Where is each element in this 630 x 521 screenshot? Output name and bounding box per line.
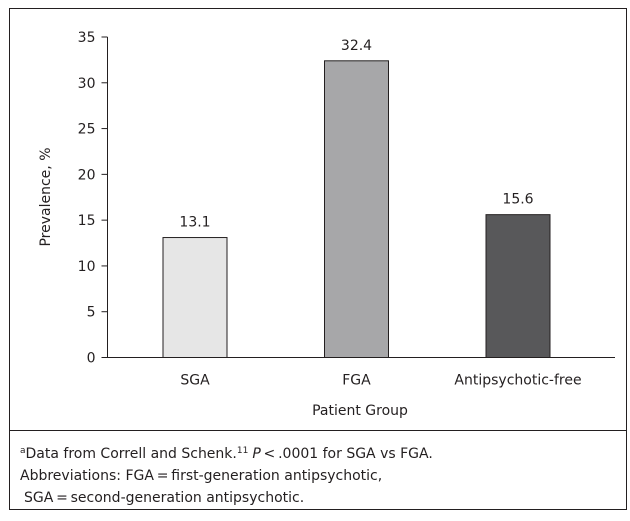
y-tick-label: 5 — [87, 305, 96, 321]
y-tick-label: 15 — [78, 213, 96, 229]
footnote-text: < .0001 for SGA vs FGA. — [261, 446, 433, 462]
bar — [485, 214, 551, 358]
y-axis-label: Prevalence, % — [38, 147, 54, 246]
data-label: 32.4 — [341, 38, 372, 54]
x-tick-label: Antipsychotic-free — [454, 373, 581, 389]
frame — [9, 8, 627, 510]
footnote-ref: 11 — [237, 446, 248, 456]
y-tick-label: 20 — [78, 167, 96, 183]
y-tick-label: 30 — [78, 76, 96, 92]
footnote-line: aData from Correll and Schenk.11 P < .000… — [20, 446, 433, 462]
bar — [324, 60, 389, 359]
footnote-line: SGA = second-generation antipsychotic. — [24, 490, 304, 506]
x-tick-label: FGA — [342, 373, 371, 389]
y-tick-label: 25 — [78, 122, 96, 138]
y-tick-label: 35 — [78, 30, 96, 46]
data-label: 15.6 — [502, 192, 533, 208]
bar — [162, 237, 228, 358]
y-tick-label: 10 — [78, 259, 96, 275]
x-axis-label: Patient Group — [312, 403, 408, 419]
footnote-marker: a — [20, 446, 26, 456]
x-tick-label: SGA — [180, 373, 210, 389]
y-tick-label: 0 — [87, 351, 96, 367]
footnote-text: Data from Correll and Schenk. — [26, 446, 237, 462]
data-label: 13.1 — [179, 215, 210, 231]
footnote-p: P — [252, 446, 261, 462]
footnote-line: Abbreviations: FGA = first-generation an… — [20, 468, 382, 484]
